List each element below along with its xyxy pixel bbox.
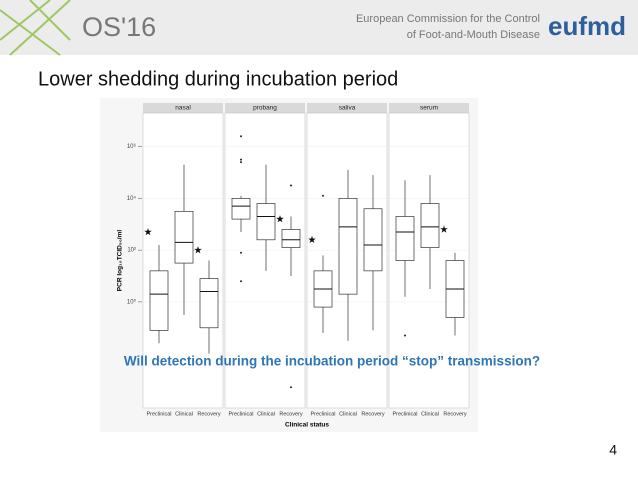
box	[395, 216, 415, 261]
box-chart: 10⁰ 10² 10⁴ 10⁶ PCR log₁₀TCID₅₀/ml Clinical s…	[117, 103, 470, 429]
question: Will detection during the incubation per…	[124, 354, 540, 369]
y-axis-label: PCR log₁₀TCID₅₀/ml	[117, 230, 124, 292]
facet-label: probang	[253, 105, 277, 112]
star-marker	[194, 246, 202, 254]
logo: eufmd	[548, 11, 626, 41]
box	[338, 198, 358, 295]
star-marker	[276, 215, 284, 223]
outlier	[240, 158, 242, 161]
box	[199, 278, 219, 329]
box	[420, 203, 440, 248]
x-tick-label: Recovery	[443, 411, 466, 417]
page-number: 4	[609, 442, 617, 458]
facet-strip	[307, 103, 387, 113]
facet-panel	[224, 112, 306, 409]
facet-label: serum	[420, 105, 438, 112]
org-line: European Commission for the Control	[356, 13, 540, 25]
facet-strip	[389, 103, 469, 113]
outlier	[240, 280, 242, 283]
x-tick-label: Recovery	[279, 411, 302, 417]
facet-strip	[143, 103, 223, 113]
header-decoration	[0, 0, 71, 56]
outlier	[290, 184, 292, 187]
org-line: of Foot-and-Mouth Disease	[407, 29, 540, 41]
outlier	[240, 251, 242, 254]
box	[174, 210, 194, 264]
y-tick-label: 10⁴	[127, 195, 137, 202]
x-tick-label: Recovery	[197, 411, 220, 417]
slide-title: Lower shedding during incubation period	[38, 68, 398, 90]
x-tick-label: Preclinical	[392, 411, 417, 417]
box	[149, 270, 169, 331]
star-marker	[440, 225, 448, 233]
x-tick-label: Preclinical	[228, 411, 253, 417]
facet-label: nasal	[175, 105, 191, 112]
box	[281, 229, 301, 248]
outlier	[404, 334, 406, 337]
x-tick-label: Preclinical	[146, 411, 171, 417]
facet-label: saliva	[339, 105, 356, 112]
x-tick-label: Preclinical	[310, 411, 335, 417]
x-tick-label: Clinical	[257, 411, 275, 417]
x-tick-label: Clinical	[339, 411, 357, 417]
outlier	[322, 194, 324, 197]
facet-strip	[225, 103, 305, 113]
box	[256, 203, 276, 241]
y-tick-label: 10²	[127, 248, 136, 254]
star-marker	[308, 235, 316, 243]
box	[231, 198, 251, 220]
x-tick-label: Clinical	[421, 411, 439, 417]
box	[363, 208, 383, 272]
x-tick-label: Clinical	[175, 411, 193, 417]
outlier	[240, 135, 242, 138]
outlier	[240, 161, 242, 164]
header-band	[0, 0, 638, 55]
event-name: OS'16	[82, 12, 156, 42]
outlier	[290, 386, 292, 389]
x-tick-label: Recovery	[361, 411, 384, 417]
x-axis-label: Clinical status	[285, 422, 329, 429]
star-marker	[144, 228, 152, 236]
y-tick-label: 10⁶	[127, 143, 137, 150]
y-tick-label: 10⁰	[127, 298, 137, 305]
